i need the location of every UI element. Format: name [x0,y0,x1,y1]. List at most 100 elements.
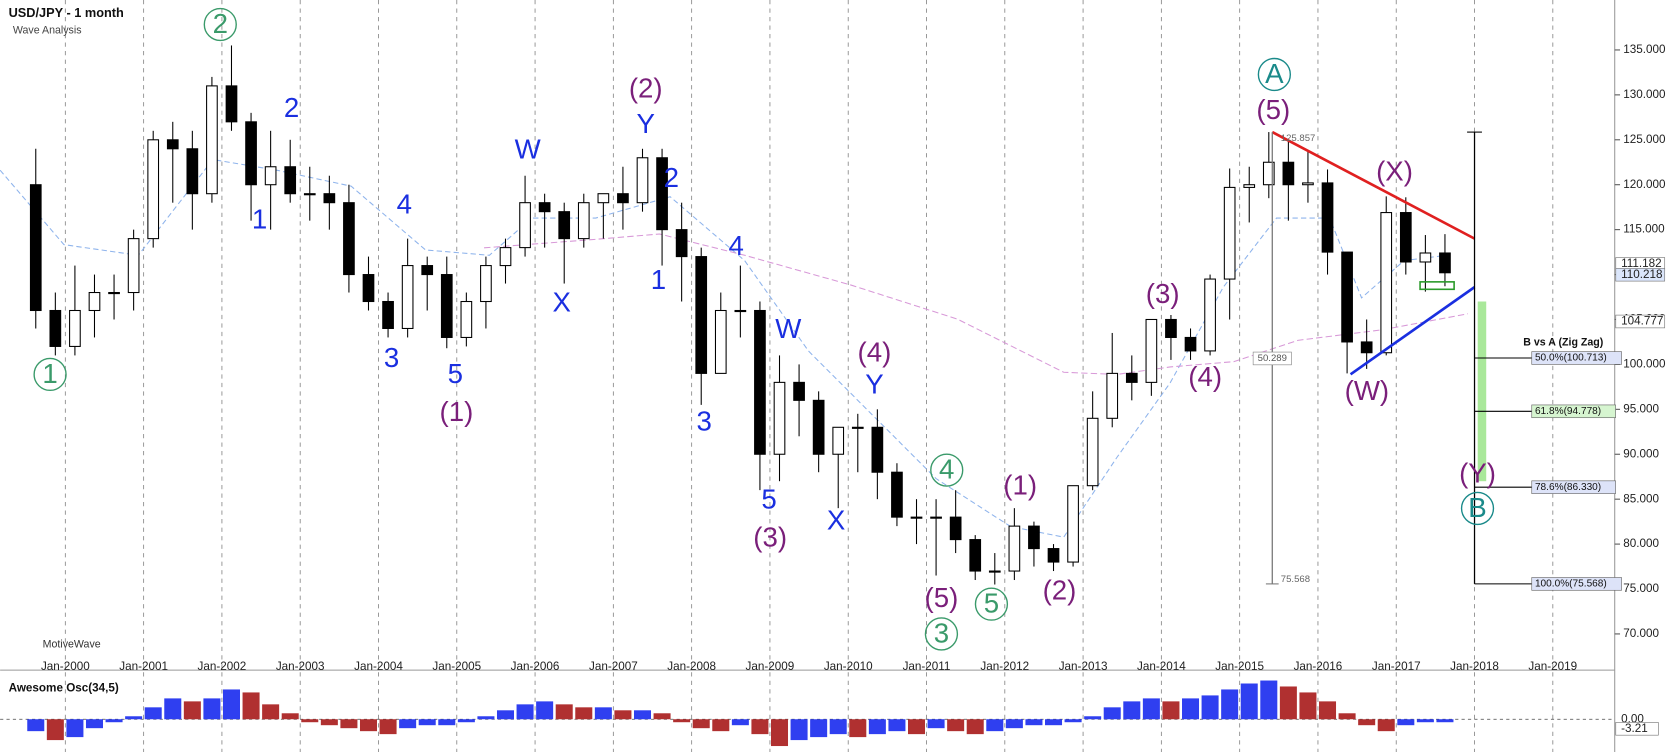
x-tick-label: Jan-2007 [589,660,638,673]
osc-bar [183,701,201,720]
osc-bar [1084,716,1102,720]
candle-body [323,193,336,204]
wave-label: 3 [697,406,712,437]
wave-label: Y [637,108,655,139]
candle-body [225,85,238,123]
candle-body [127,238,140,294]
wave-label: W [515,133,541,164]
wave-label: A [1265,58,1284,89]
candle-body [558,211,571,240]
measure-label: 125.857 [1281,133,1316,144]
candle-body [695,256,708,374]
candle-body [382,300,394,329]
moving-average-fast [0,158,1447,538]
osc-bar [653,713,671,720]
candle-body [480,265,492,303]
candle-body [147,139,160,240]
osc-bar [692,719,710,729]
x-tick-label: Jan-2005 [432,660,481,673]
osc-bar [105,719,123,723]
osc-bar [751,719,769,735]
candle-body [832,426,845,455]
osc-bar [242,692,260,720]
candle-body [1419,252,1432,263]
osc-bar [516,704,534,720]
fib-label: 78.6%(86.330) [1535,482,1601,493]
osc-bar [1240,683,1258,720]
candle-body [773,381,786,455]
osc-bar [947,719,965,732]
price-tag-label: 111.182 [1621,257,1662,270]
osc-bar [164,698,182,720]
candle-body [910,516,923,519]
wave-label: (W) [1345,375,1390,406]
osc-bar [359,719,378,732]
measure-box [1252,351,1292,366]
osc-bar [731,719,749,726]
osc-bar [868,719,886,735]
candle-body [29,184,42,312]
osc-bar [712,719,730,732]
wave-circle [1460,491,1495,526]
osc-bar [888,719,906,732]
x-tick-label: Jan-2000 [41,660,90,673]
osc-bar [320,719,338,726]
candle-body [1399,212,1412,263]
candle-body [1243,184,1256,188]
wave-label: (3) [1146,278,1180,309]
x-tick-label: Jan-2015 [1215,660,1264,673]
osc-bar [907,719,926,735]
chart-title: USD/JPY - 1 month [9,5,124,20]
osc-bar [1201,695,1219,720]
fib-label: 50.0%(100.713) [1535,353,1607,364]
osc-bar [281,713,299,720]
wave-label: (X) [1376,156,1413,187]
wave-label: (1) [1003,469,1037,500]
candle-body [206,85,218,195]
osc-bar [496,710,515,720]
candle-body [734,309,747,313]
osc-bar [790,719,808,741]
candle-body [988,570,1001,573]
candle-body [597,193,610,204]
wave-label: (5) [925,582,959,613]
price-tag [1615,314,1666,329]
osc-bar [1182,698,1200,720]
osc-bar [673,719,691,723]
y-tick-label: 120.000 [1623,178,1666,191]
candle-body [519,202,531,249]
candle-body [108,291,120,295]
wave-label: (4) [1188,361,1222,392]
candle-body [499,247,512,267]
candle-body [969,539,982,572]
candle-body [1086,417,1099,487]
candle-body [617,193,629,204]
oscillator-title: Awesome Osc(34,5) [9,681,119,694]
candle-body [1204,278,1216,352]
candle-body [812,399,825,455]
fib-label-box [1531,577,1622,591]
osc-bar [301,719,319,723]
price-tag-label: 110.218 [1621,268,1662,281]
osc-bar [1005,719,1023,729]
osc-bar [85,719,103,729]
osc-bar [614,710,632,720]
price-tag-label: 104.777 [1621,315,1663,328]
osc-bar [810,719,828,738]
osc-bar [1299,692,1317,720]
osc-bar [1064,719,1082,723]
candle-body [1184,336,1197,352]
candle-body [930,516,942,519]
osc-bar [1338,713,1356,720]
y-tick-label: 75.000 [1623,582,1659,595]
osc-bar [1025,719,1043,726]
x-tick-label: Jan-2003 [276,660,325,673]
wave-label: 1 [42,358,57,389]
x-tick-label: Jan-2010 [824,660,873,673]
osc-bar [144,707,162,720]
osc-bar [1416,719,1434,723]
wave-label: 3 [384,342,399,373]
fib-label: 61.8%(94.778) [1535,406,1601,417]
wave-label: 4 [939,453,954,484]
measure-label: 50.289 [1258,353,1287,364]
